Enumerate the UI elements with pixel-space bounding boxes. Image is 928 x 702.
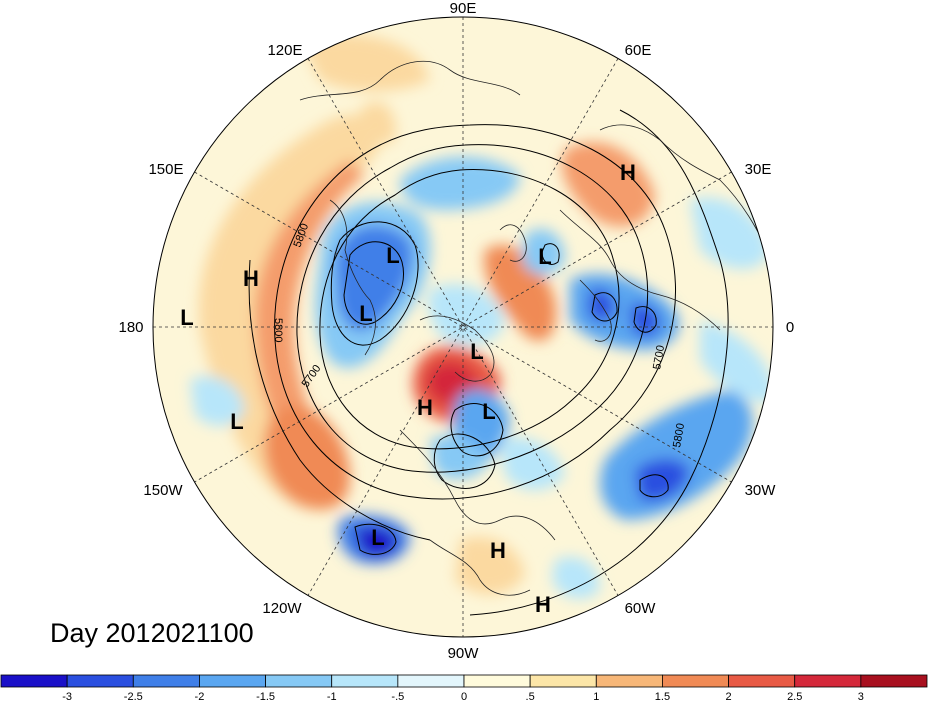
colorbar-tick-label: -.5 (391, 691, 404, 702)
colorbar-tick-label: 1.5 (655, 691, 670, 702)
high-center-marker: H (243, 266, 259, 291)
low-center-marker: L (180, 305, 193, 330)
colorbar-swatch (662, 674, 729, 688)
polar-map: 90E 60E 30E 0 30W 60W 90W 120W 150W 180 … (118, 0, 794, 662)
high-center-marker: H (417, 395, 433, 420)
low-center-marker: L (386, 243, 399, 268)
high-center-marker: H (490, 538, 506, 563)
colorbar-swatch (265, 674, 333, 688)
colorbar-swatch (595, 674, 663, 688)
lon-label-90e: 90E (450, 0, 477, 17)
contour-label: 5800 (671, 422, 687, 448)
colorbar-swatch (331, 674, 399, 688)
colorbar-swatches (0, 674, 928, 688)
colorbar-swatch (199, 674, 266, 688)
map-boundary (152, 16, 774, 638)
colorbar-swatch (463, 674, 531, 688)
low-center-marker: L (371, 525, 384, 550)
contour-label: 5700 (651, 344, 667, 370)
low-center-marker: L (359, 301, 372, 326)
lon-label-30w: 30W (745, 482, 777, 499)
lon-label-120w: 120W (262, 600, 302, 617)
lon-label-60e: 60E (625, 42, 652, 59)
lon-label-90w: 90W (448, 645, 480, 662)
colorbar-tick-label: -3 (62, 691, 72, 702)
colorbar: -3 -2.5 -2 -1.5 -1 -.5 0 .5 1 1.5 2 2.5 3 (0, 674, 928, 702)
high-center-marker: H (620, 160, 636, 185)
colorbar-swatch (0, 674, 68, 688)
contour-label: 5800 (272, 318, 284, 342)
lon-label-150w: 150W (143, 482, 183, 499)
colorbar-tick-label: 2.5 (787, 691, 802, 702)
lon-label-150e: 150E (148, 161, 183, 178)
colorbar-tick-label: .5 (526, 691, 535, 702)
colorbar-tick-label: 2 (726, 691, 732, 702)
graticule (153, 17, 773, 637)
low-center-marker: L (470, 339, 483, 364)
colorbar-swatch (794, 674, 862, 688)
lon-label-60w: 60W (625, 600, 657, 617)
day-title: Day 2012021100 (50, 618, 254, 648)
low-center-marker: L (482, 399, 495, 424)
colorbar-ticks: -3 -2.5 -2 -1.5 -1 -.5 0 .5 1 1.5 2 2.5 3 (62, 691, 864, 702)
colorbar-swatch (529, 674, 597, 688)
lon-label-120e: 120E (267, 42, 302, 59)
colorbar-swatch (132, 674, 200, 688)
colorbar-tick-label: -2 (195, 691, 205, 702)
lon-label-180: 180 (118, 319, 143, 336)
colorbar-swatch (728, 674, 796, 688)
lon-label-0: 0 (786, 319, 794, 336)
lon-label-30e: 30E (745, 161, 772, 178)
low-center-marker: L (230, 409, 243, 434)
low-center-marker: L (538, 244, 551, 269)
colorbar-swatch (397, 674, 465, 688)
coastlines (299, 60, 771, 596)
high-center-marker: H (535, 592, 551, 617)
height-contours (248, 109, 729, 616)
colorbar-tick-label: -2.5 (124, 691, 143, 702)
colorbar-tick-label: -1.5 (256, 691, 275, 702)
colorbar-tick-label: 3 (858, 691, 864, 702)
colorbar-tick-label: 1 (593, 691, 599, 702)
colorbar-tick-label: -1 (327, 691, 337, 702)
colorbar-tick-label: 0 (461, 691, 467, 702)
colorbar-swatch (66, 674, 134, 688)
colorbar-swatch (860, 674, 928, 688)
